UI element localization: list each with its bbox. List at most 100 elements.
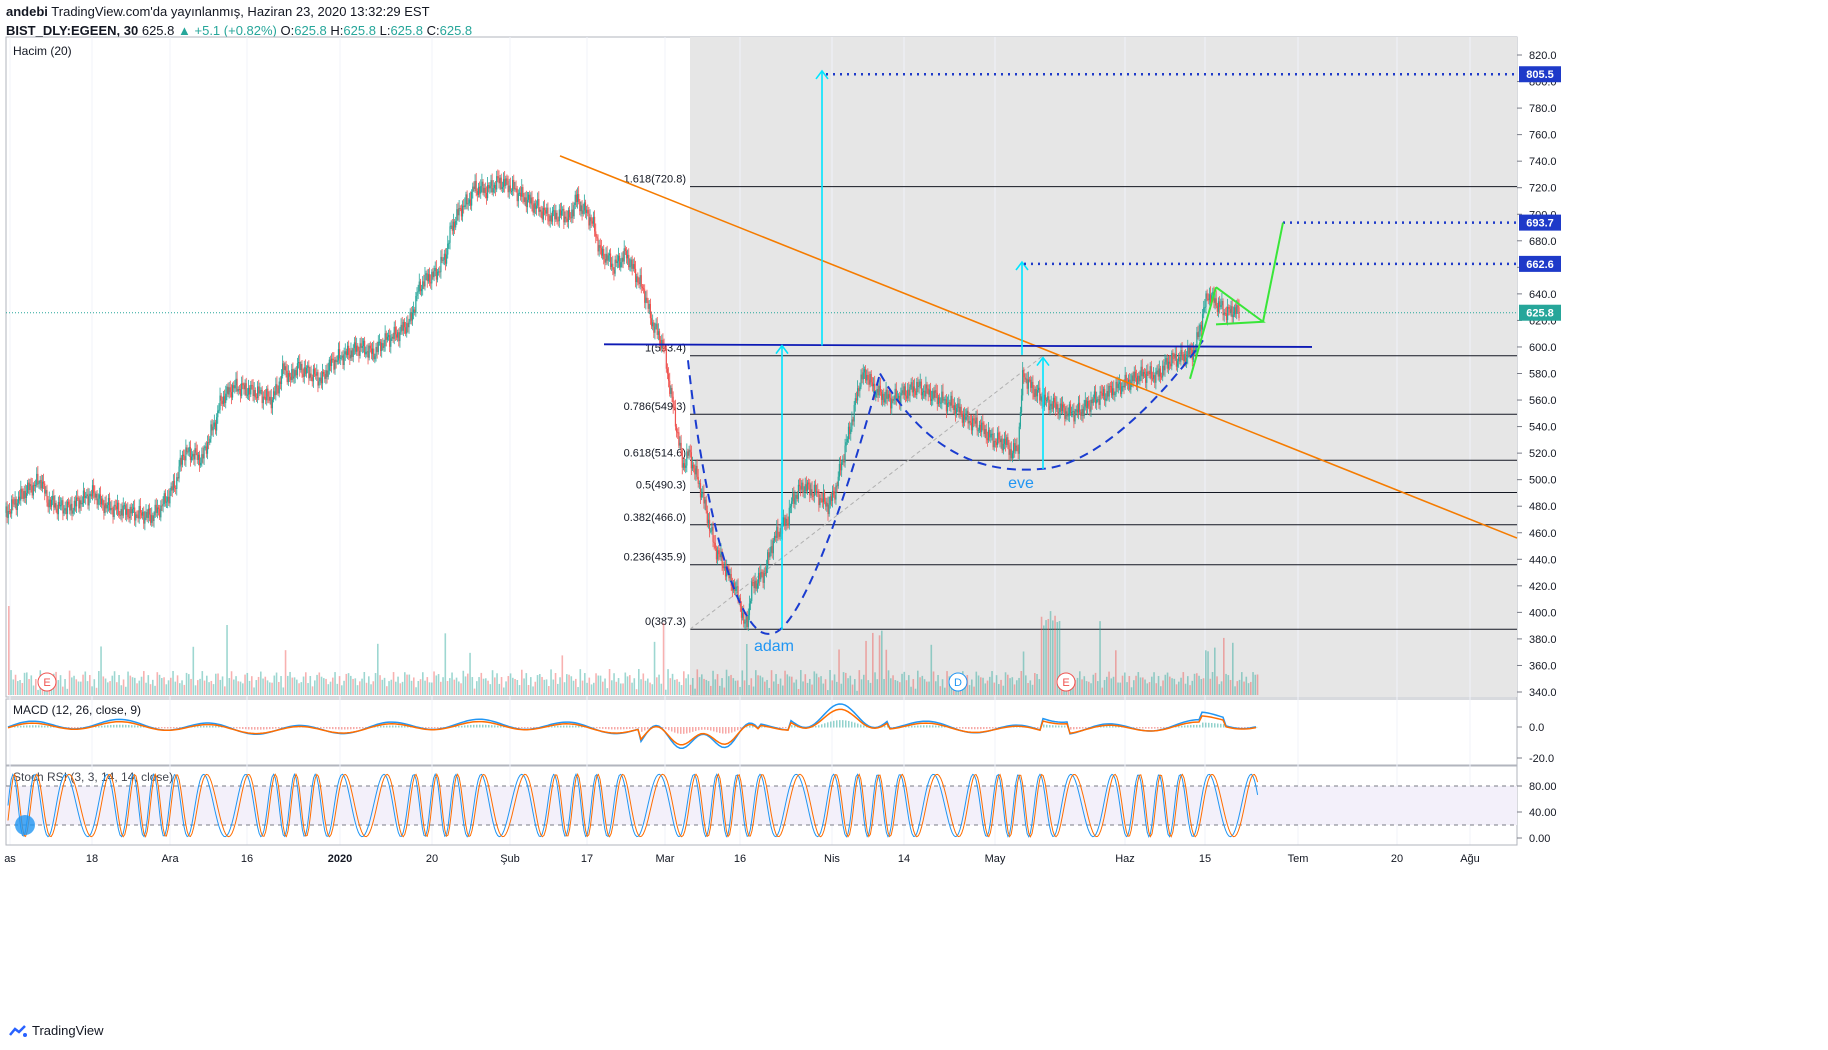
volume-bar — [291, 677, 294, 695]
macd-histogram-bar — [356, 727, 358, 729]
volume-bar — [734, 680, 737, 695]
macd-histogram-bar — [1238, 727, 1240, 728]
macd-histogram-bar — [1073, 727, 1075, 730]
macd-histogram-bar — [566, 725, 568, 728]
volume-bar — [401, 681, 404, 695]
volume-bar — [370, 684, 372, 695]
candle-body — [686, 451, 688, 466]
candle-body — [349, 354, 351, 359]
candle-body — [285, 366, 287, 371]
volume-bar — [649, 682, 651, 695]
candle-body — [229, 387, 231, 393]
candle-body — [253, 390, 255, 396]
volume-bar — [606, 688, 609, 695]
macd-histogram-bar — [977, 727, 979, 730]
macd-histogram-bar — [533, 727, 535, 729]
candle-body — [819, 498, 821, 506]
candle-body — [1230, 306, 1232, 313]
candle-body — [120, 508, 122, 516]
candle-body — [451, 225, 453, 231]
volume-bar — [644, 680, 647, 695]
candle-body — [830, 496, 833, 501]
candle-body — [82, 490, 85, 503]
macd-histogram-bar — [323, 727, 325, 729]
volume-bar — [710, 685, 712, 695]
candle-body — [555, 212, 557, 220]
volume-bar — [296, 679, 298, 695]
volume-bar — [797, 688, 800, 695]
candle-body — [410, 312, 412, 321]
volume-bar — [626, 676, 629, 695]
stoch-d-line — [7, 773, 1259, 838]
price-tick-label: 680.0 — [1529, 236, 1557, 248]
macd-histogram-bar — [560, 725, 562, 728]
candle-body — [39, 479, 41, 484]
volume-bar — [217, 673, 219, 695]
candle-body — [864, 369, 867, 381]
candle-body — [107, 497, 110, 505]
macd-histogram-bar — [245, 727, 247, 730]
candle-body — [411, 312, 414, 321]
candle-body — [134, 507, 136, 521]
candle-body — [214, 422, 217, 431]
candle-body — [1172, 352, 1174, 359]
volume-bar — [1018, 677, 1020, 695]
macd-histogram-bar — [929, 725, 931, 728]
macd-histogram-bar — [122, 724, 124, 728]
macd-histogram-bar — [1181, 725, 1183, 728]
candle-body — [332, 358, 334, 361]
candle-body — [724, 566, 727, 577]
candle-body — [246, 394, 248, 396]
volume-bar — [505, 681, 507, 695]
volume-bar — [1047, 618, 1050, 695]
volume-bar — [491, 670, 494, 695]
volume-bar — [759, 675, 762, 695]
candle-body — [137, 515, 139, 519]
candle-body — [124, 505, 127, 515]
candle-body — [400, 324, 402, 333]
tradingview-footer[interactable]: TradingView — [8, 1023, 104, 1038]
macd-histogram-bar — [1244, 727, 1246, 728]
macd-histogram-bar — [662, 727, 664, 728]
macd-histogram-bar — [20, 725, 22, 728]
candle-body — [441, 256, 443, 261]
candle-body — [888, 394, 891, 398]
volume-bar — [559, 677, 561, 695]
macd-histogram-bar — [752, 725, 754, 728]
candle-body — [153, 515, 155, 522]
volume-bar — [725, 669, 728, 695]
candle-body — [266, 388, 268, 401]
volume-bar — [467, 673, 469, 695]
highlight-zone — [690, 37, 1517, 697]
macd-histogram-bar — [854, 722, 856, 728]
candle-body — [839, 463, 842, 471]
candle-body — [740, 606, 743, 618]
candle-body — [1200, 324, 1203, 330]
volume-bar — [368, 676, 370, 695]
candle-body — [35, 484, 37, 487]
volume-bar — [237, 681, 240, 695]
macd-histogram-bar — [1160, 727, 1162, 729]
macd-histogram-bar — [1070, 727, 1072, 730]
volume-bar — [752, 686, 755, 695]
candle-body — [458, 207, 460, 216]
candle-body — [64, 508, 66, 511]
candle-body — [415, 295, 417, 313]
candle-body — [877, 388, 879, 396]
macd-histogram-bar — [725, 727, 727, 734]
candle-body — [678, 432, 680, 446]
candle-body — [9, 511, 12, 514]
macd-histogram-bar — [134, 725, 136, 728]
candle-body — [1020, 395, 1023, 413]
candle-body — [169, 490, 171, 504]
volume-bar — [811, 684, 813, 695]
candle-body — [641, 286, 644, 289]
candle-body — [964, 413, 966, 420]
macd-histogram-bar — [938, 725, 940, 728]
volume-bar — [563, 682, 566, 695]
candle-body — [190, 456, 193, 461]
candle-body — [985, 429, 987, 439]
volume-bar — [858, 670, 861, 695]
volume-bar — [581, 680, 584, 695]
